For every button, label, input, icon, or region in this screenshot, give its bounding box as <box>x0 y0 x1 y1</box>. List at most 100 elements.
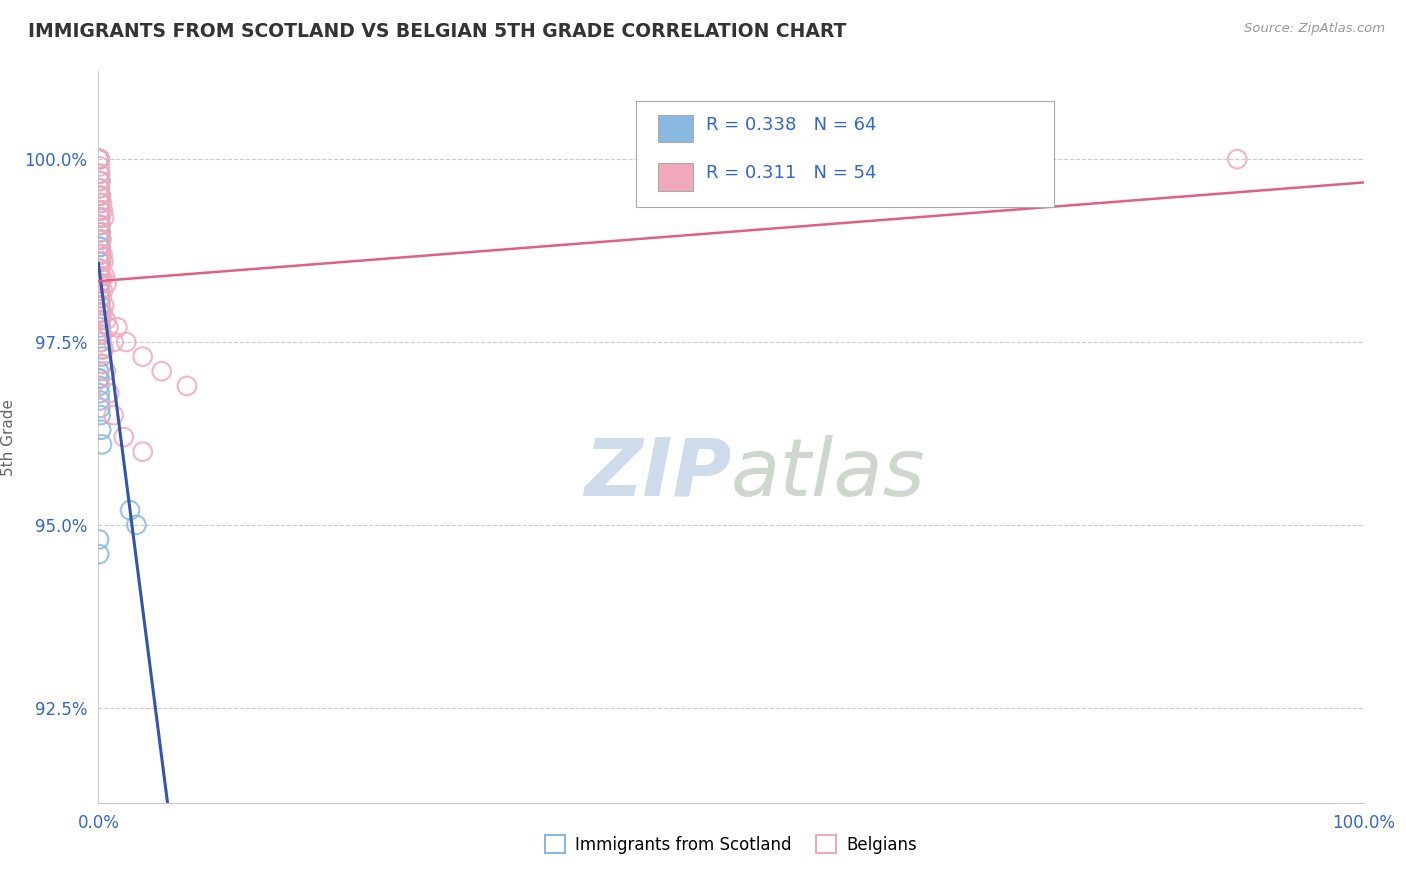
Point <box>97 320 120 334</box>
Point <box>90 240 112 254</box>
Point <box>89 203 111 218</box>
Point <box>89 152 111 166</box>
Point <box>90 247 112 261</box>
Point <box>132 350 155 364</box>
Point <box>90 334 112 349</box>
Point <box>89 379 111 393</box>
Point <box>120 503 141 517</box>
Point <box>87 533 110 547</box>
Point <box>89 269 111 284</box>
Point <box>90 306 112 320</box>
Point <box>90 334 112 349</box>
Point <box>89 218 111 232</box>
Point <box>93 211 115 225</box>
Point <box>89 240 111 254</box>
Point <box>91 437 114 451</box>
Point <box>89 225 111 239</box>
Point <box>115 334 138 349</box>
Point <box>89 152 111 166</box>
Point <box>93 269 117 284</box>
Point <box>89 174 111 188</box>
Y-axis label: 5th Grade: 5th Grade <box>1 399 15 475</box>
Point <box>90 225 112 239</box>
Point <box>90 233 112 247</box>
Point <box>89 233 111 247</box>
Point <box>89 188 111 202</box>
Point <box>89 291 111 305</box>
Point <box>93 254 115 268</box>
Point <box>89 306 111 320</box>
Point <box>91 350 114 364</box>
Point <box>89 261 111 276</box>
Point <box>94 313 117 327</box>
Point <box>90 306 112 320</box>
Point <box>112 430 135 444</box>
Point <box>89 181 111 195</box>
Point <box>89 152 111 166</box>
Point <box>90 254 112 268</box>
Point <box>89 225 111 239</box>
Point <box>89 203 111 218</box>
Point <box>89 298 111 312</box>
FancyBboxPatch shape <box>636 101 1054 207</box>
Point <box>91 357 114 371</box>
Text: ZIP: ZIP <box>583 434 731 513</box>
Point <box>89 152 111 166</box>
Point <box>150 364 173 378</box>
Point <box>89 277 111 291</box>
Point <box>87 152 110 166</box>
Point <box>89 188 111 202</box>
Point <box>94 364 117 378</box>
Point <box>89 181 111 195</box>
Point <box>89 313 111 327</box>
Point <box>89 284 111 298</box>
Point <box>176 379 198 393</box>
Point <box>89 196 111 211</box>
Point <box>90 320 112 334</box>
Point <box>90 254 112 268</box>
Point <box>89 211 111 225</box>
Point <box>89 160 111 174</box>
Point <box>91 306 114 320</box>
Point <box>90 269 112 284</box>
Point <box>89 277 111 291</box>
Point <box>89 152 111 166</box>
Point <box>89 386 111 401</box>
Point <box>90 254 112 268</box>
Point <box>89 371 111 385</box>
Point <box>90 291 112 305</box>
Point <box>89 152 111 166</box>
Point <box>96 277 118 291</box>
Point <box>89 291 111 305</box>
Point <box>93 343 115 357</box>
Point <box>89 233 111 247</box>
Point <box>89 203 111 218</box>
Point <box>89 167 111 181</box>
Point <box>89 261 111 276</box>
Bar <box>658 114 693 143</box>
Point <box>89 254 111 268</box>
Point <box>89 152 111 166</box>
Point <box>90 233 112 247</box>
Point <box>89 167 111 181</box>
Point <box>1226 152 1249 166</box>
Point <box>90 343 112 357</box>
Point <box>91 203 114 218</box>
Point <box>103 334 125 349</box>
Point <box>90 313 112 327</box>
Point <box>87 364 110 378</box>
Point <box>89 401 111 415</box>
Text: IMMIGRANTS FROM SCOTLAND VS BELGIAN 5TH GRADE CORRELATION CHART: IMMIGRANTS FROM SCOTLAND VS BELGIAN 5TH … <box>28 22 846 41</box>
Point <box>89 371 111 385</box>
Point <box>91 196 114 211</box>
Point <box>89 211 111 225</box>
Point <box>125 517 148 532</box>
Point <box>132 444 155 458</box>
Point <box>90 174 112 188</box>
Legend: Immigrants from Scotland, Belgians: Immigrants from Scotland, Belgians <box>538 829 924 860</box>
Point <box>87 152 110 166</box>
Point <box>90 327 112 342</box>
Point <box>93 298 115 312</box>
Point <box>89 218 111 232</box>
Text: Source: ZipAtlas.com: Source: ZipAtlas.com <box>1244 22 1385 36</box>
